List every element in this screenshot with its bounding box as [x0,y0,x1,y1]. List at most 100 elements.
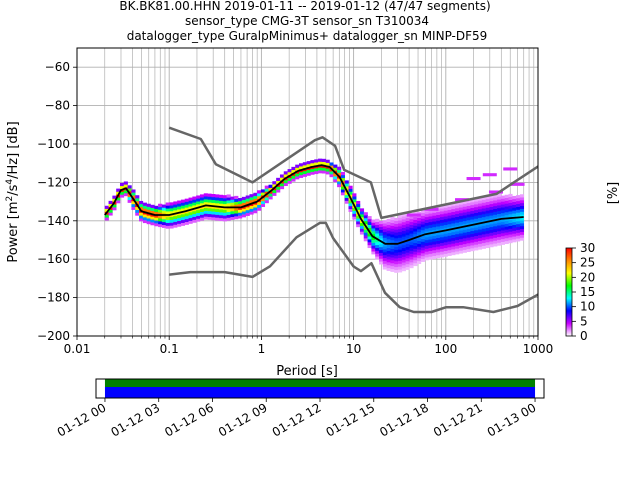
psd-cell [386,233,391,237]
psd-cell [112,198,117,202]
psd-cell [436,206,441,210]
psd-cell [211,202,216,206]
psd-cell [485,216,490,220]
psd-cell [470,248,475,252]
psd-cell [474,232,479,237]
psd-cell [428,236,433,240]
psd-cell [443,233,448,237]
psd-cell [420,253,425,257]
psd-cell [417,252,422,256]
psd-cell [344,180,349,184]
psd-cell [192,213,197,217]
psd-cell [455,205,460,209]
psd-cell [325,159,330,163]
psd-cell [424,228,429,232]
colorbar-tick-label: 25 [580,256,595,270]
psd-cell [268,187,273,191]
psd-cell [474,198,479,202]
psd-cell [504,212,509,216]
psd-cell [478,203,483,207]
psd-cell [500,207,505,211]
psd-cell [104,214,109,218]
psd-cell [386,253,391,257]
psd-cell [497,219,502,223]
psd-cell [409,224,414,228]
psd-cell [356,206,361,210]
psd-cell [432,249,437,254]
psd-cell [356,209,361,213]
psd-cell [359,225,365,229]
psd-cell [249,205,254,209]
psd-cell [466,214,471,218]
psd-cell [485,204,490,208]
psd-cell [257,207,262,211]
psd-cell [382,228,387,233]
psd-cell [352,196,357,200]
psd-cell [401,216,406,220]
psd-cell [180,222,186,226]
psd-cell [196,209,201,214]
psd-cell [401,253,406,257]
psd-cell [409,264,414,269]
psd-cell [123,181,128,185]
psd-cell [489,212,494,216]
psd-cell [519,217,525,221]
psd-cell [173,221,178,225]
psd-cell [474,221,479,225]
psd-cell [268,196,273,200]
psd-cell [428,216,433,220]
psd-cell [500,201,505,205]
psd-outlier-cell [503,167,518,171]
psd-cell [512,221,517,226]
psd-cell [443,230,448,234]
psd-cell [447,232,452,236]
psd-cell [196,218,201,222]
psd-cell [428,233,433,237]
psd-cell [306,161,311,165]
psd-cell [245,207,250,211]
psd-cell [196,204,201,208]
psd-cell [432,241,437,245]
psd-cell [466,202,471,206]
psd-cell [497,210,502,215]
psd-cell [436,243,441,247]
psd-cell [512,195,517,200]
psd-cell [405,266,410,270]
y-tick-label: −180 [37,291,70,305]
psd-cell [455,225,460,229]
psd-cell [417,255,422,259]
psd-cell [470,204,475,209]
psd-cell [340,174,346,179]
psd-cell [417,237,422,241]
x-tick-label: 0.1 [160,342,179,356]
psd-cell [417,249,422,253]
psd-cell [485,224,490,228]
psd-cell [386,256,391,260]
psd-cell [428,247,433,251]
psd-cell [409,233,414,237]
psd-cell [367,236,372,240]
psd-cell [169,202,174,206]
psd-cell [165,222,170,226]
y-tick-label: −80 [45,99,70,113]
psd-cell [371,222,376,226]
psd-cell [420,258,425,262]
psd-cell [291,175,296,179]
psd-cell [432,221,437,225]
psd-cell [512,218,517,223]
psd-cell [188,217,193,221]
psd-cell [177,212,182,216]
psd-cell [424,225,429,229]
psd-cell [428,227,433,231]
psd-cell [455,248,460,252]
psd-cell [447,229,452,233]
psd-cell [508,202,513,206]
psd-cell [378,223,384,228]
psd-cell [439,208,445,212]
psd-cell [413,257,418,261]
psd-cell [135,206,140,210]
psd-cell [436,220,441,224]
psd-cell [493,211,498,215]
psd-cell [432,238,437,242]
psd-cell [462,212,467,216]
